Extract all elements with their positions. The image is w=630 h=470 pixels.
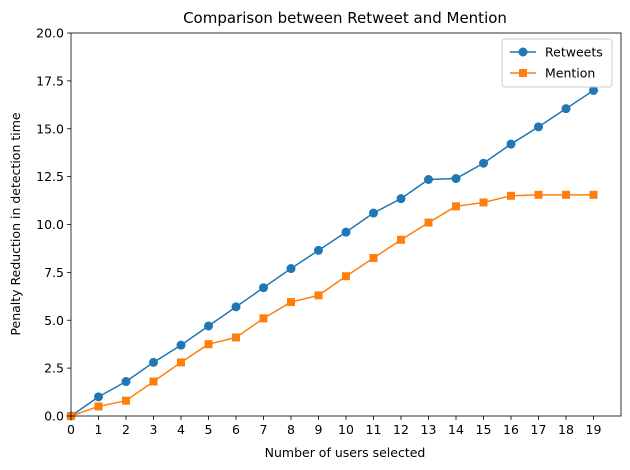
x-tick-label: 3 <box>150 422 158 437</box>
x-tick-label: 10 <box>338 422 354 437</box>
data-point <box>562 190 570 199</box>
y-tick-label: 5.0 <box>44 313 64 328</box>
x-tick-label: 5 <box>205 422 213 437</box>
x-tick-label: 11 <box>366 422 382 437</box>
x-axis-label: Number of users selected <box>265 445 426 460</box>
data-point <box>479 158 488 168</box>
legend-label-0: Retweets <box>545 45 603 60</box>
data-point <box>342 272 350 281</box>
x-tick-label: 13 <box>421 422 437 437</box>
x-tick-label: 19 <box>586 422 602 437</box>
y-tick-label: 2.5 <box>44 361 64 376</box>
x-tick-label: 17 <box>531 422 547 437</box>
y-tick-label: 10.0 <box>36 217 64 232</box>
x-tick-label: 2 <box>122 422 130 437</box>
data-point <box>259 283 268 293</box>
data-point <box>204 340 213 349</box>
data-point <box>341 227 351 237</box>
data-point <box>286 264 296 274</box>
data-point <box>231 302 241 312</box>
data-point <box>149 357 158 367</box>
data-point <box>369 254 378 263</box>
data-point <box>94 392 103 402</box>
data-point <box>424 218 433 227</box>
data-point <box>259 314 268 323</box>
y-tick-label: 0.0 <box>44 409 64 424</box>
data-point <box>451 174 461 184</box>
y-tick-label: 15.0 <box>36 121 64 136</box>
y-tick-label: 17.5 <box>36 73 64 88</box>
chart-title: Comparison between Retweet and Mention <box>183 9 507 27</box>
data-point <box>176 340 186 350</box>
data-point <box>149 377 158 386</box>
legend-label-1: Mention <box>545 66 595 81</box>
data-point <box>424 174 433 184</box>
x-tick-label: 14 <box>448 422 464 437</box>
x-tick-label: 4 <box>177 422 185 437</box>
data-point <box>369 208 378 218</box>
y-tick-label: 7.5 <box>44 265 64 280</box>
data-point <box>534 122 543 132</box>
data-point <box>121 377 131 387</box>
y-axis-label: Penalty Reduction in detection time <box>8 112 23 335</box>
series-line-1 <box>70 194 594 417</box>
legend-marker-1 <box>519 69 527 77</box>
data-point <box>452 202 460 211</box>
data-point <box>287 298 295 307</box>
data-point <box>204 321 213 331</box>
y-tick-label: 20.0 <box>36 26 64 41</box>
data-point <box>232 333 240 342</box>
x-tick-label: 15 <box>476 422 492 437</box>
legend-box <box>501 38 613 88</box>
data-point <box>479 198 488 207</box>
x-tick-label: 6 <box>232 422 240 437</box>
data-point <box>314 291 323 300</box>
x-tick-label: 12 <box>393 422 409 437</box>
x-tick-label: 1 <box>95 422 103 437</box>
data-point <box>561 104 571 114</box>
legend-marker-0 <box>518 47 528 57</box>
y-tick-label: 12.5 <box>36 169 64 184</box>
plot-area: 0 1 2 3 4 5 6 7 8 9 10 11 12 13 14 15 16 17 18 190.02.55.07… <box>36 26 622 437</box>
x-tick-label: 8 <box>287 422 295 437</box>
x-tick-label: 18 <box>558 422 574 437</box>
data-point <box>314 245 323 255</box>
x-tick-label: 9 <box>315 422 323 437</box>
data-point <box>122 396 130 405</box>
x-tick-label: 0 <box>67 422 75 437</box>
data-point <box>397 235 405 244</box>
data-point <box>589 85 598 95</box>
data-point <box>506 139 516 149</box>
series-line-0 <box>70 89 594 417</box>
data-point <box>507 191 515 200</box>
x-tick-label: 7 <box>260 422 268 437</box>
data-point <box>94 402 103 411</box>
data-point <box>177 358 185 367</box>
data-point <box>396 194 406 204</box>
x-tick-label: 16 <box>503 422 519 437</box>
data-point <box>534 190 543 199</box>
data-point <box>589 190 598 199</box>
legend: Retweets Mention <box>501 38 613 88</box>
